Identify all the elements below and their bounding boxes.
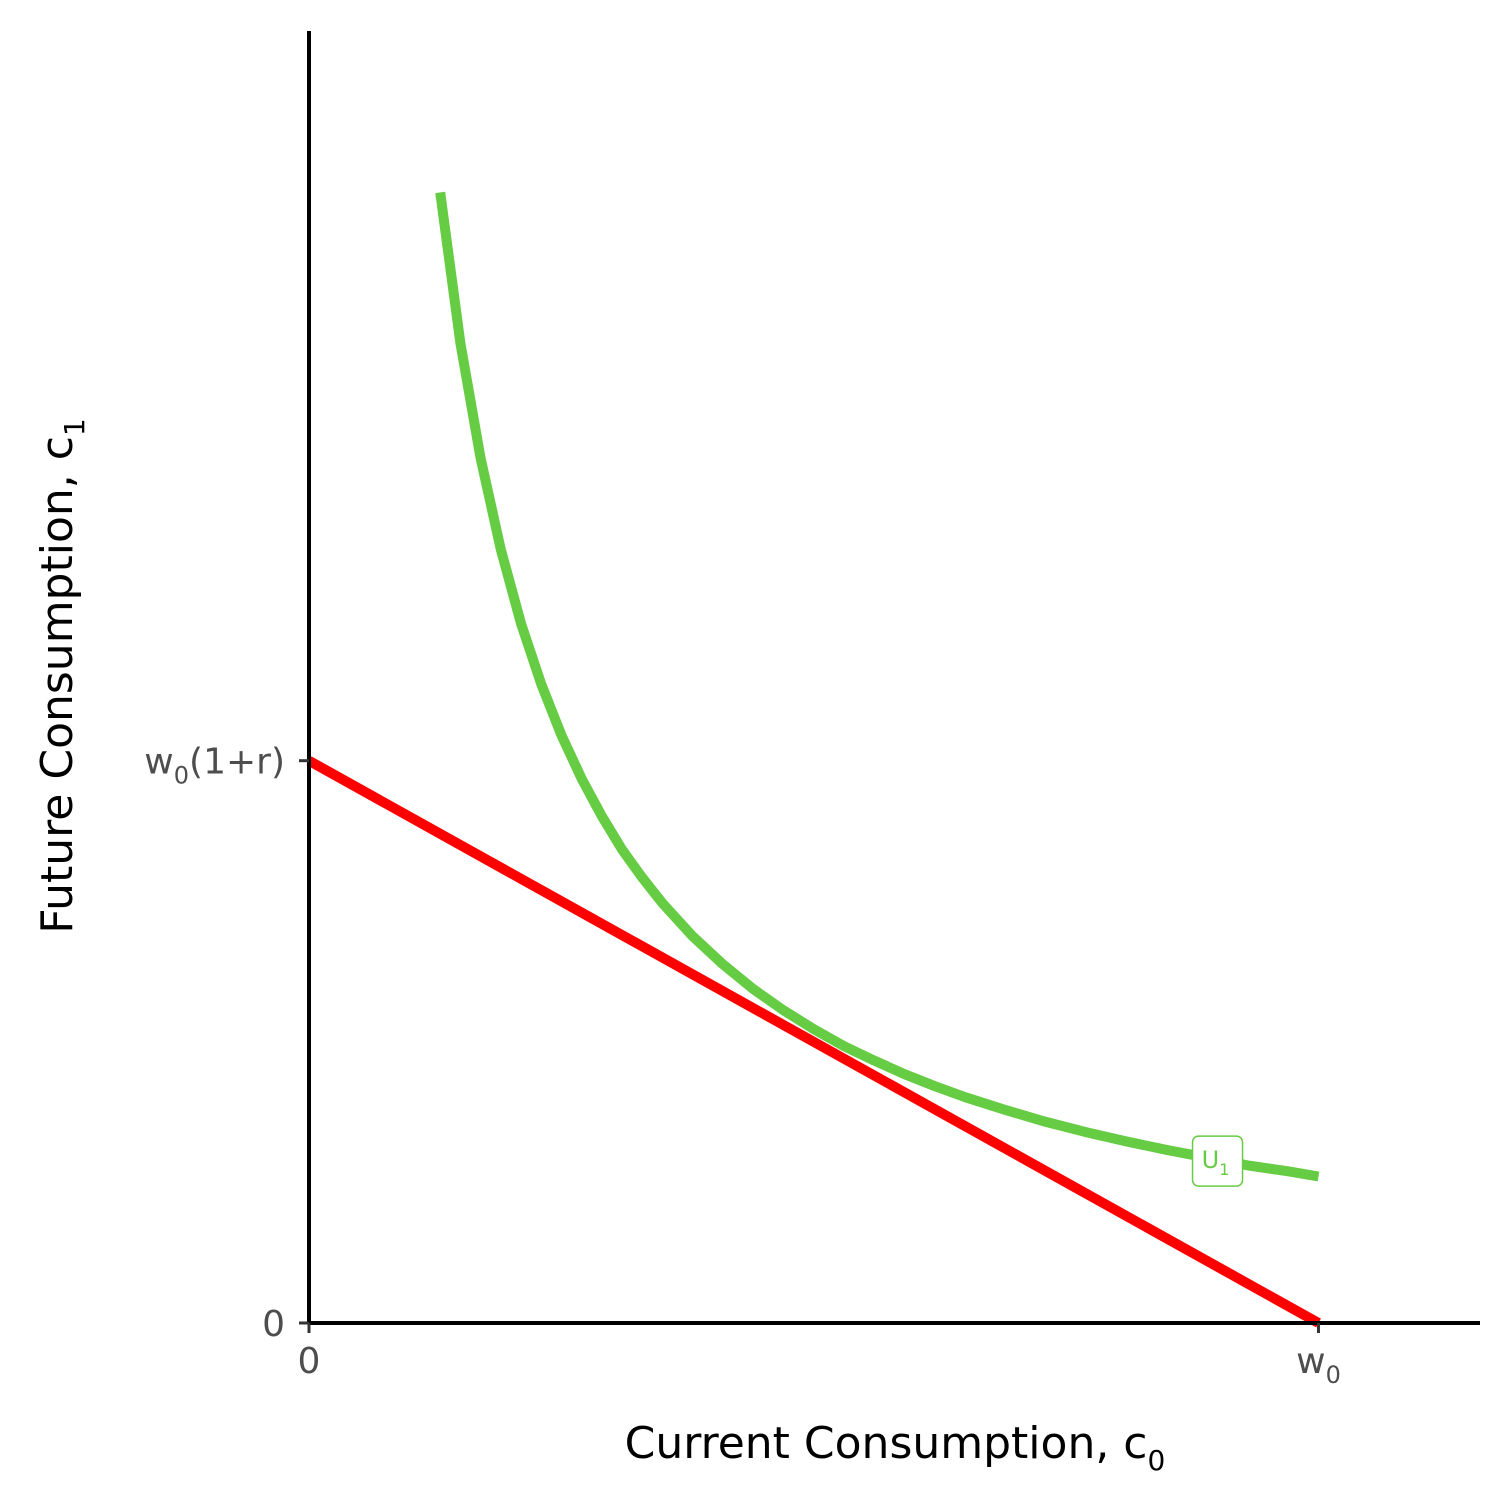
- x-tick-label: w0: [1296, 1341, 1341, 1389]
- y-axis-title-subscript: 1: [58, 418, 91, 436]
- y-tick-label: w0(1+r): [144, 742, 285, 790]
- curve-label: U1: [1191, 1135, 1244, 1187]
- indifference-curve-series: [435, 191, 1320, 1182]
- x-tick-label-subscript: 0: [1326, 1361, 1341, 1389]
- y-tick-label-subscript: 0: [174, 762, 189, 790]
- curve-label-text: U1: [1202, 1146, 1230, 1179]
- x-axis-title: Current Consumption, c0: [625, 1418, 1166, 1477]
- x-axis-title-text: Current Consumption, c: [625, 1418, 1148, 1469]
- curve-label-main: U: [1202, 1146, 1220, 1174]
- x-tick-label-text: w: [1296, 1341, 1325, 1382]
- axes: [307, 31, 1480, 1325]
- y-axis-title-text: Future Consumption, c: [32, 436, 83, 934]
- y-tick-label-text: w: [144, 742, 173, 783]
- curve-label-box: [1191, 1135, 1244, 1187]
- y-tick-label: 0: [262, 1304, 285, 1345]
- plot-area: [306, 191, 1321, 1328]
- annotations: U1: [1191, 1135, 1244, 1187]
- y-tick-label-text: 0: [262, 1304, 285, 1345]
- x-tick-label-text: 0: [298, 1341, 321, 1382]
- budget-line-series: [306, 756, 1321, 1328]
- curve-label-subscript: 1: [1219, 1160, 1229, 1179]
- y-tick-label-suffix: (1+r): [189, 742, 285, 783]
- x-axis-title-subscript: 0: [1148, 1444, 1166, 1477]
- y-axis-title: Future Consumption, c1: [32, 418, 91, 934]
- x-tick-label: 0: [298, 1341, 321, 1382]
